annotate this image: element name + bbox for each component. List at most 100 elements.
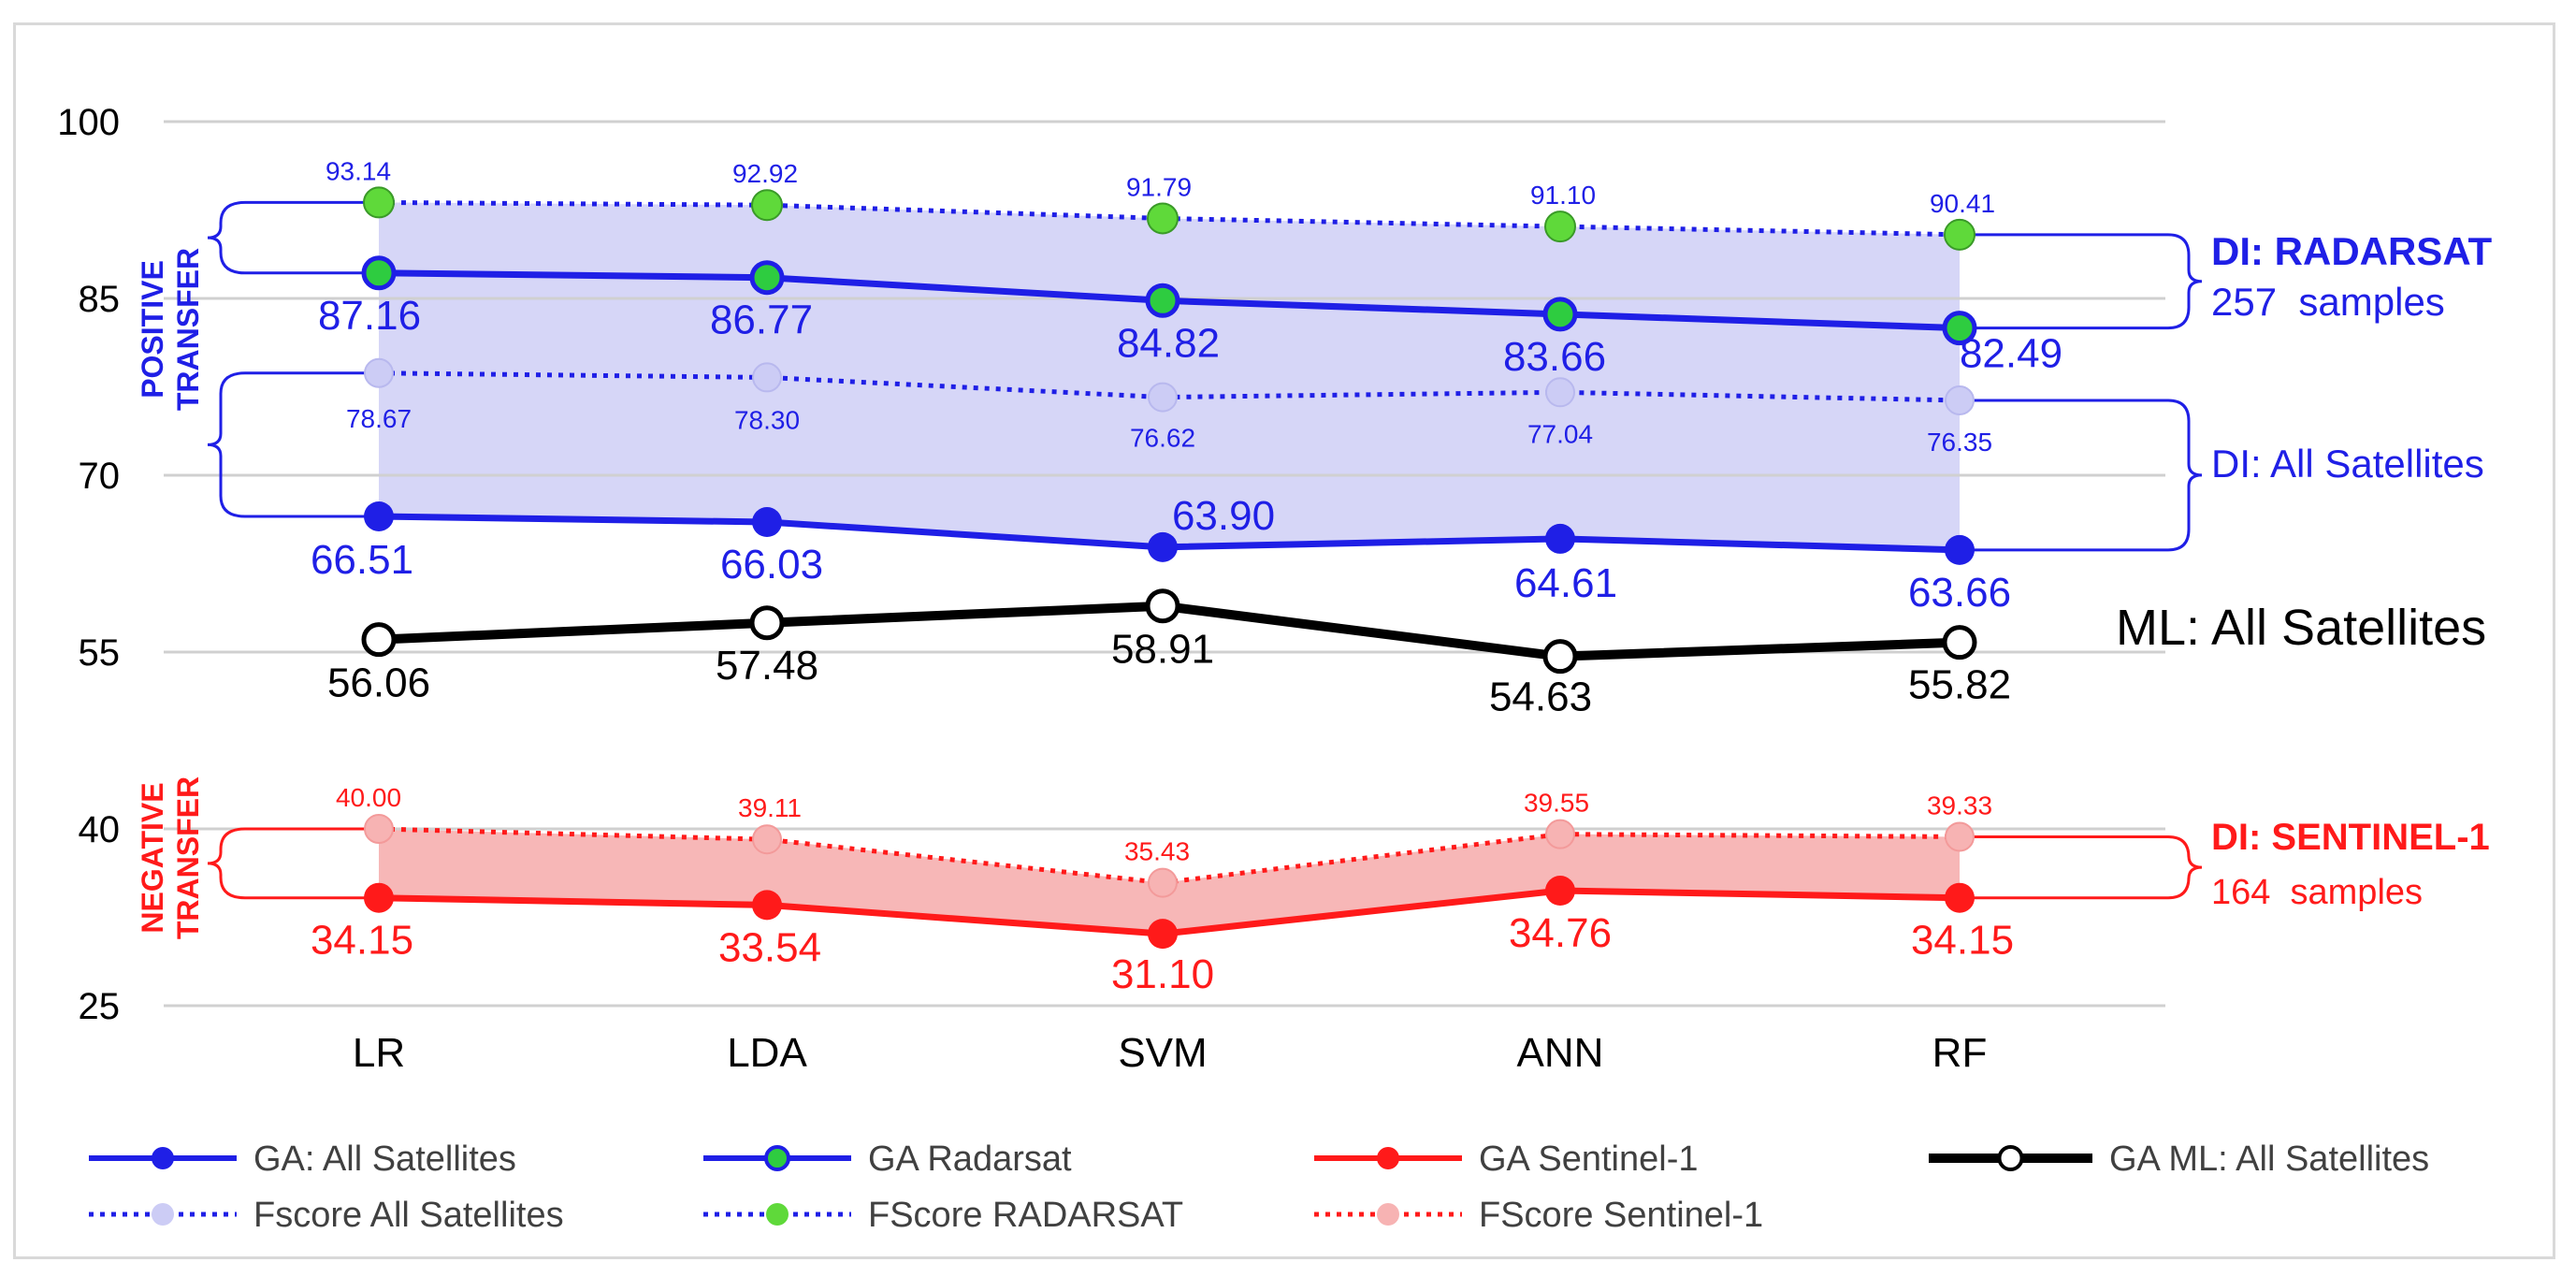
marker-ga_sentinel-ann bbox=[1545, 876, 1575, 907]
x-tick-label-svm: SVM bbox=[1118, 1030, 1207, 1076]
y-tick-label: 25 bbox=[79, 986, 121, 1027]
legend-marker-ga_sentinel bbox=[1377, 1147, 1399, 1169]
negative-transfer-label-1: NEGATIVE bbox=[136, 782, 169, 933]
marker-fs_radarsat-lda bbox=[751, 189, 783, 222]
marker-ga_radarsat-svm bbox=[1145, 283, 1180, 318]
value-label-ga_all-lr: 66.51 bbox=[311, 537, 413, 583]
marker-fs_radarsat-rf bbox=[1944, 218, 1975, 251]
value-label-ga_all-svm: 63.90 bbox=[1172, 493, 1275, 539]
marker-fs_all-ann bbox=[1545, 377, 1575, 408]
y-tick-label: 40 bbox=[79, 809, 121, 850]
legend-label-fs_sentinel: FScore Sentinel-1 bbox=[1479, 1196, 1763, 1235]
bracket-right-sentinel bbox=[1960, 834, 2203, 900]
value-label-ga_ml-lda: 57.48 bbox=[716, 643, 818, 689]
x-tick-label-lda: LDA bbox=[727, 1030, 807, 1076]
value-label-fs_radarsat-lda: 92.92 bbox=[732, 159, 798, 188]
marker-ga_sentinel-lda bbox=[752, 890, 782, 921]
axes: 25 40 55 70 85 100 LR LDA SVM ANN RF bbox=[57, 102, 1987, 1076]
x-tick-label-rf: RF bbox=[1932, 1030, 1988, 1076]
marker-ga_all-rf bbox=[1945, 534, 1975, 565]
value-label-ga_all-lda: 66.03 bbox=[720, 542, 823, 588]
value-label-ga_all-ann: 64.61 bbox=[1514, 560, 1617, 606]
marker-fs_sentinel-svm bbox=[1148, 867, 1178, 898]
di-sentinel-title: DI: SENTINEL-1 bbox=[2211, 817, 2490, 858]
marker-fs_sentinel-ann bbox=[1545, 819, 1575, 849]
marker-ga_all-ann bbox=[1545, 523, 1575, 554]
marker-ga_radarsat-rf bbox=[1942, 311, 1977, 346]
y-tick-label: 70 bbox=[79, 456, 121, 497]
marker-ga_all-svm bbox=[1148, 531, 1178, 562]
legend-label-ga_ml: GA ML: All Satellites bbox=[2109, 1139, 2429, 1179]
di-all-satellites-label: DI: All Satellites bbox=[2211, 442, 2484, 486]
bracket-left-all bbox=[207, 371, 379, 518]
bracket-right-all bbox=[1960, 399, 2203, 552]
legend-marker-fs_radarsat bbox=[766, 1203, 789, 1226]
value-label-ga_radarsat-lr: 87.16 bbox=[318, 293, 421, 339]
series-line-fs_radarsat bbox=[378, 199, 1961, 238]
value-label-fs_sentinel-lr: 40.00 bbox=[336, 783, 401, 812]
positive-transfer-label-1: POSITIVE bbox=[136, 260, 169, 399]
marker-fs_radarsat-ann bbox=[1544, 210, 1576, 243]
marker-fs_radarsat-svm bbox=[1147, 202, 1179, 235]
marker-ga_sentinel-rf bbox=[1945, 882, 1975, 913]
y-tick-label: 85 bbox=[79, 279, 121, 320]
value-label-fs_all-lda: 78.30 bbox=[734, 405, 800, 434]
y-tick-label: 100 bbox=[57, 102, 120, 143]
legend-label-ga_radarsat: GA Radarsat bbox=[868, 1139, 1072, 1179]
value-label-ga_ml-svm: 58.91 bbox=[1111, 627, 1214, 673]
legend-label-ga_all: GA: All Satellites bbox=[253, 1139, 516, 1179]
value-label-ga_all-rf: 63.66 bbox=[1908, 570, 2011, 616]
legend-marker-fs_all bbox=[152, 1203, 174, 1226]
x-tick-label-ann: ANN bbox=[1517, 1030, 1604, 1076]
legend-marker-ga_all bbox=[152, 1147, 174, 1169]
legend-marker-fs_sentinel bbox=[1377, 1203, 1399, 1226]
value-label-ga_radarsat-ann: 83.66 bbox=[1503, 334, 1606, 380]
value-label-ga_sentinel-ann: 34.76 bbox=[1509, 910, 1612, 956]
series-markers bbox=[361, 186, 1977, 950]
value-label-fs_radarsat-svm: 91.79 bbox=[1126, 172, 1192, 201]
marker-ga_ml-lda bbox=[749, 605, 785, 641]
x-tick-label-lr: LR bbox=[353, 1030, 405, 1076]
value-label-fs_sentinel-lda: 39.11 bbox=[738, 793, 802, 822]
marker-ga_ml-svm bbox=[1145, 588, 1180, 624]
value-label-fs_all-ann: 77.04 bbox=[1527, 419, 1593, 448]
legend-marker-ga_ml bbox=[1997, 1145, 2024, 1171]
di-radarsat-samples: 257 samples bbox=[2211, 280, 2445, 324]
marker-fs_all-lr bbox=[364, 357, 394, 388]
ml-all-satellites-label: ML: All Satellites bbox=[2116, 600, 2486, 656]
marker-ga_sentinel-svm bbox=[1148, 919, 1178, 950]
value-label-ga_radarsat-lda: 86.77 bbox=[710, 297, 813, 343]
negative-transfer-label-2: TRANSFER bbox=[171, 776, 205, 939]
marker-fs_radarsat-lr bbox=[363, 186, 395, 219]
value-label-ga_sentinel-lr: 34.15 bbox=[311, 918, 413, 964]
value-label-fs_sentinel-svm: 35.43 bbox=[1124, 837, 1190, 866]
legend-label-fs_radarsat: FScore RADARSAT bbox=[868, 1196, 1183, 1235]
marker-ga_radarsat-ann bbox=[1542, 297, 1578, 332]
value-label-ga_radarsat-rf: 82.49 bbox=[1960, 331, 2062, 377]
value-label-ga_sentinel-rf: 34.15 bbox=[1911, 918, 2014, 964]
marker-ga_all-lr bbox=[364, 501, 394, 531]
value-label-fs_all-lr: 78.67 bbox=[346, 404, 412, 433]
value-label-ga_ml-ann: 54.63 bbox=[1489, 675, 1592, 720]
value-label-fs_radarsat-lr: 93.14 bbox=[326, 156, 391, 185]
bracket-right-radarsat bbox=[1960, 233, 2203, 330]
brackets bbox=[207, 200, 2203, 900]
value-label-ga_sentinel-svm: 31.10 bbox=[1111, 951, 1214, 997]
marker-fs_all-rf bbox=[1945, 385, 1975, 415]
band-negative-transfer bbox=[379, 829, 1960, 935]
legend-marker-ga_radarsat bbox=[764, 1145, 790, 1171]
marker-ga_radarsat-lr bbox=[361, 255, 397, 291]
marker-fs_sentinel-lr bbox=[364, 814, 394, 844]
value-label-fs_sentinel-rf: 39.33 bbox=[1927, 791, 1992, 820]
marker-fs_sentinel-rf bbox=[1945, 821, 1975, 852]
marker-fs_sentinel-lda bbox=[752, 824, 782, 855]
marker-ga_all-lda bbox=[752, 507, 782, 538]
marker-ga_sentinel-lr bbox=[364, 882, 394, 913]
marker-ga_radarsat-lda bbox=[749, 260, 785, 296]
positive-transfer-label-2: TRANSFER bbox=[171, 248, 205, 411]
y-tick-label: 55 bbox=[79, 632, 121, 674]
bracket-left-sentinel bbox=[207, 827, 379, 900]
legend: GA: All Satellites GA Radarsat GA Sentinel… bbox=[89, 1139, 2429, 1235]
value-label-ga_radarsat-svm: 84.82 bbox=[1117, 320, 1220, 366]
